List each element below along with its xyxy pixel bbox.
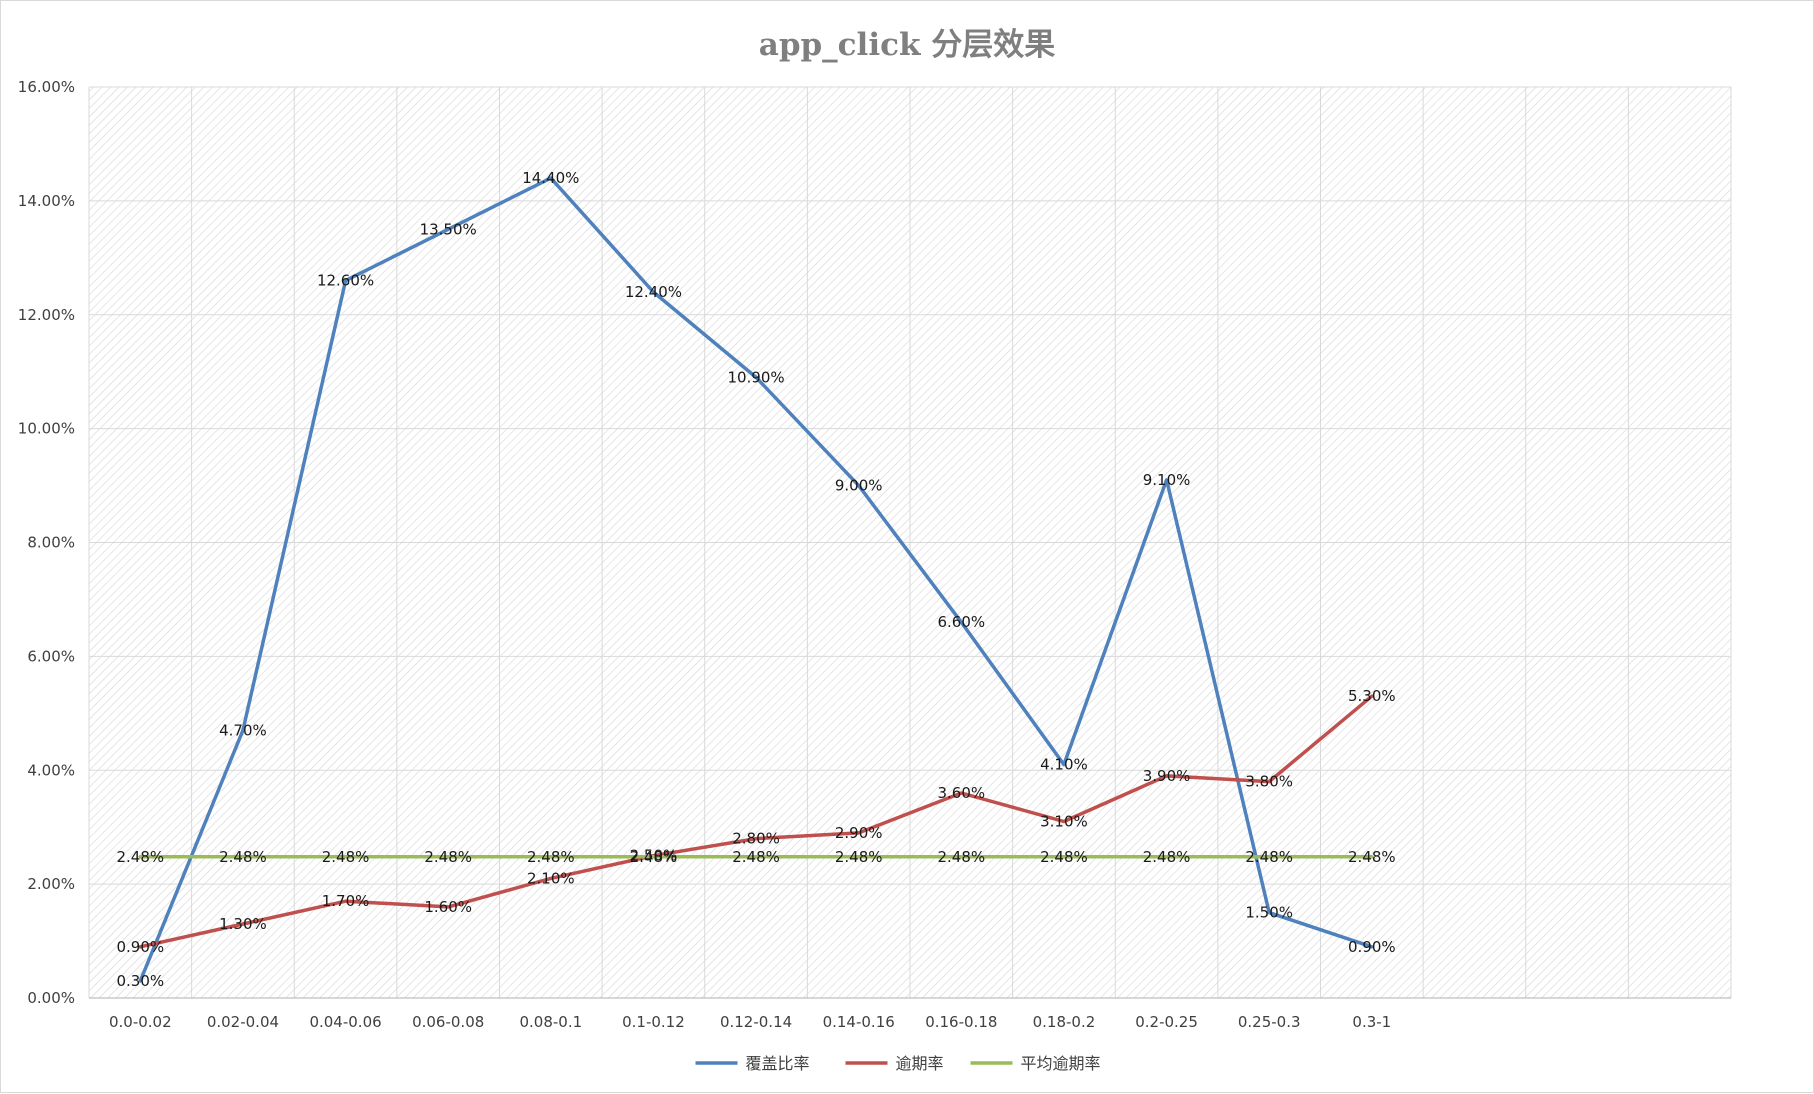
grid-lines	[88, 86, 1732, 999]
data-label: 10.90%	[727, 368, 784, 386]
data-label: 6.60%	[937, 613, 985, 631]
y-tick-label: 0.00%	[27, 989, 75, 1007]
y-tick-label: 2.00%	[27, 875, 75, 893]
data-label: 12.60%	[317, 272, 374, 290]
data-label: 1.30%	[219, 915, 267, 933]
data-label: 0.90%	[1348, 938, 1396, 956]
data-label: 9.10%	[1143, 471, 1191, 489]
x-tick-label: 0.1-0.12	[622, 1013, 685, 1031]
data-label: 2.10%	[527, 869, 575, 887]
x-tick-label: 0.02-0.04	[207, 1013, 279, 1031]
data-label: 3.60%	[937, 784, 985, 802]
y-tick-label: 8.00%	[27, 534, 75, 552]
x-tick-label: 0.0-0.02	[109, 1013, 172, 1031]
data-label: 3.80%	[1245, 773, 1293, 791]
legend-label: 覆盖比率	[746, 1054, 810, 1073]
data-labels: 0.30% 4.70% 12.60% 13.50% 14.40% 12.40% 10.90%…	[116, 169, 1395, 990]
y-tick-label: 4.00%	[27, 761, 75, 779]
data-label: 0.90%	[116, 938, 164, 956]
data-label: 2.48%	[1143, 848, 1191, 866]
data-label: 4.70%	[219, 721, 267, 739]
series-line-1	[138, 694, 1374, 949]
data-label: 2.90%	[835, 824, 883, 842]
y-tick-label: 6.00%	[27, 647, 75, 665]
x-tick-label: 0.12-0.14	[720, 1013, 792, 1031]
data-label: 2.48%	[527, 848, 575, 866]
data-label: 12.40%	[625, 283, 682, 301]
x-tick-label: 0.14-0.16	[823, 1013, 895, 1031]
y-tick-label: 12.00%	[18, 306, 75, 324]
chart-title: app_click 分层效果	[758, 27, 1056, 63]
data-label: 0.30%	[116, 972, 164, 990]
data-label: 2.48%	[835, 848, 883, 866]
series-line-0	[138, 176, 1374, 983]
data-label: 2.80%	[732, 830, 780, 848]
data-label: 2.48%	[1040, 848, 1088, 866]
data-label: 14.40%	[522, 169, 579, 187]
y-tick-label: 16.00%	[18, 78, 75, 96]
legend-label: 平均逾期率	[1021, 1054, 1101, 1073]
x-tick-label: 0.18-0.2	[1033, 1013, 1096, 1031]
data-label: 2.48%	[1245, 848, 1293, 866]
data-label: 2.50%	[630, 847, 678, 865]
data-label: 9.00%	[835, 477, 883, 495]
data-label: 2.48%	[219, 848, 267, 866]
data-label: 2.48%	[116, 848, 164, 866]
data-label: 1.50%	[1245, 904, 1293, 922]
axes: 0.00% 2.00% 4.00% 6.00% 8.00% 10.00% 12.00% 14.…	[18, 78, 1731, 1031]
series-lines	[138, 176, 1374, 983]
data-label: 2.48%	[322, 848, 370, 866]
data-label: 2.48%	[732, 848, 780, 866]
data-label: 1.60%	[424, 898, 472, 916]
x-tick-label: 0.2-0.25	[1135, 1013, 1198, 1031]
data-label: 2.48%	[424, 848, 472, 866]
x-tick-label: 0.06-0.08	[412, 1013, 484, 1031]
y-tick-label: 10.00%	[18, 420, 75, 438]
x-tick-label: 0.08-0.1	[519, 1013, 582, 1031]
data-label: 2.48%	[630, 848, 678, 866]
data-label: 4.10%	[1040, 756, 1088, 774]
x-tick-label: 0.3-1	[1352, 1013, 1391, 1031]
x-tick-label: 0.16-0.18	[925, 1013, 997, 1031]
data-label: 5.30%	[1348, 687, 1396, 705]
y-tick-label: 14.00%	[18, 192, 75, 210]
data-label: 2.48%	[937, 848, 985, 866]
data-label: 1.70%	[322, 892, 370, 910]
data-label: 3.90%	[1143, 767, 1191, 785]
x-tick-label: 0.04-0.06	[309, 1013, 381, 1031]
legend-label: 逾期率	[896, 1054, 944, 1073]
data-label: 3.10%	[1040, 812, 1088, 830]
x-tick-label: 0.25-0.3	[1238, 1013, 1301, 1031]
legend: 覆盖比率 逾期率 平均逾期率	[695, 1054, 1101, 1073]
data-label: 2.48%	[1348, 848, 1396, 866]
data-label: 13.50%	[420, 220, 477, 238]
